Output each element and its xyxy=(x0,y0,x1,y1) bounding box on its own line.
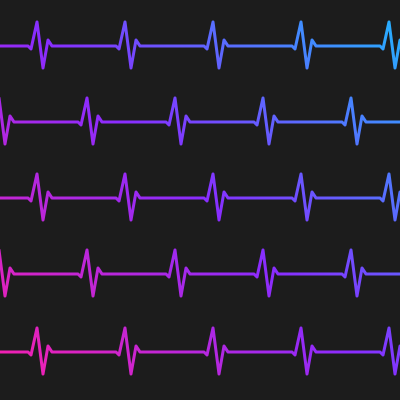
heartbeat-line xyxy=(0,96,400,146)
heartbeat-line xyxy=(0,326,400,376)
heartbeat-line xyxy=(0,248,400,298)
heartbeat-line xyxy=(0,172,400,222)
heartbeat-row xyxy=(0,96,400,146)
heartbeat-row xyxy=(0,20,400,70)
heartbeat-rows xyxy=(0,20,400,376)
heartbeat-row xyxy=(0,172,400,222)
heartbeat-row xyxy=(0,326,400,376)
heartbeat-row xyxy=(0,248,400,298)
heartbeat-line xyxy=(0,20,400,70)
